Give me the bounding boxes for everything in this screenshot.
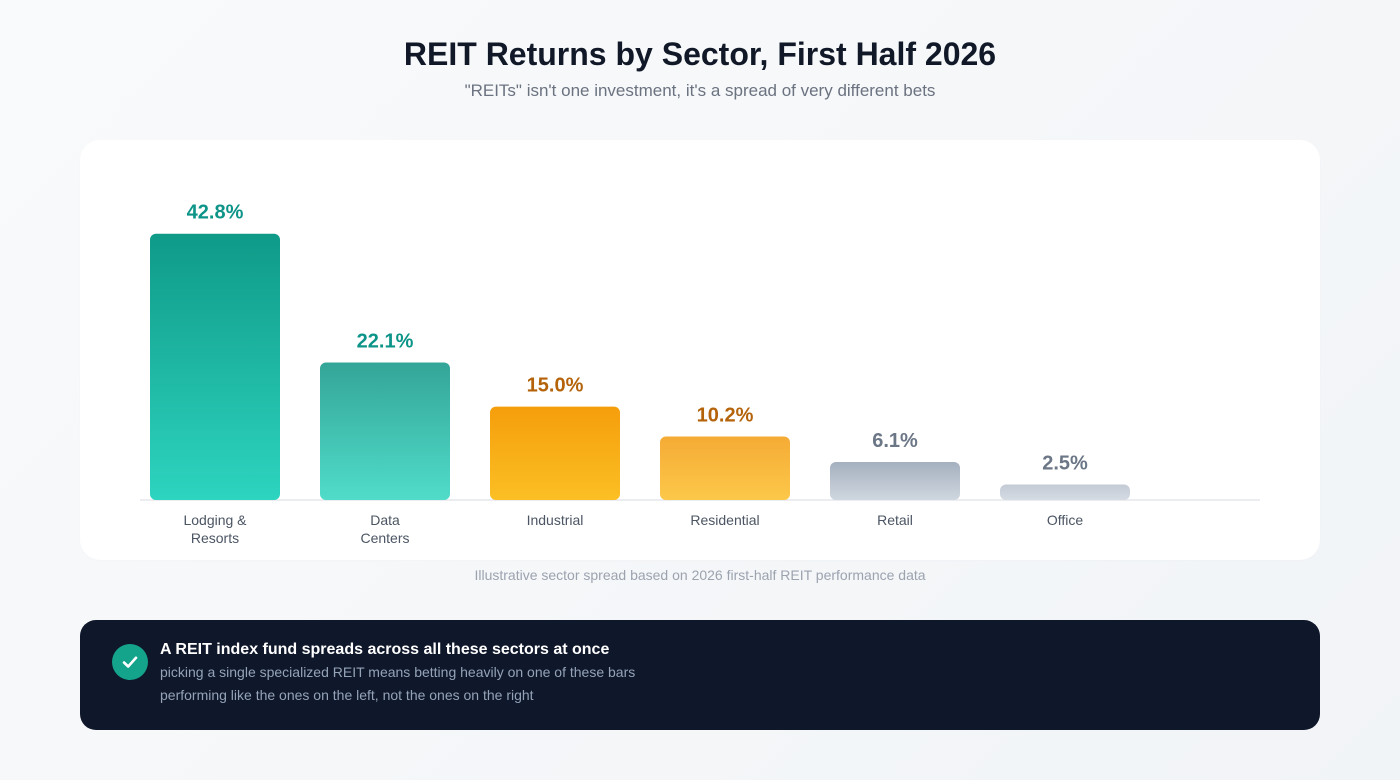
value-label-2: 15.0% — [527, 375, 584, 397]
callout-title: A REIT index fund spreads across all the… — [160, 641, 610, 658]
bar-1 — [320, 362, 450, 500]
category-label-2: Industrial — [527, 512, 584, 528]
value-label-3: 10.2% — [697, 405, 754, 427]
callout-banner: A REIT index fund spreads across all the… — [80, 620, 1320, 730]
chart-caption: Illustrative sector spread based on 2026… — [474, 567, 926, 583]
check-icon — [112, 644, 148, 680]
category-label-4: Retail — [877, 512, 913, 528]
value-label-4: 6.1% — [872, 430, 918, 452]
value-label-1: 22.1% — [357, 330, 414, 352]
callout-line-2: performing like the ones on the left, no… — [160, 687, 534, 703]
category-label-5: Office — [1047, 512, 1084, 528]
bar-0 — [150, 233, 280, 500]
bar-chart: 42.8% Lodging & Resorts 22.1% Data Centers 15.… — [140, 202, 1260, 546]
value-label-0: 42.8% — [187, 202, 244, 224]
category-label-0: Lodging & Resorts — [183, 512, 247, 546]
callout-line-1: picking a single specialized REIT means … — [160, 664, 636, 680]
category-label-1: Data Centers — [360, 512, 409, 546]
page-title: REIT Returns by Sector, First Half 2026 — [403, 36, 997, 72]
category-label-3: Residential — [690, 512, 759, 528]
chart-card: 42.8% Lodging & Resorts 22.1% Data Centers 15.… — [80, 140, 1320, 560]
bar-4 — [830, 462, 960, 500]
page-subtitle: "REITs" isn't one investment, it's a spr… — [464, 81, 936, 100]
bar-2 — [490, 406, 620, 500]
bar-5 — [1000, 484, 1130, 500]
bar-3 — [660, 436, 790, 500]
value-label-5: 2.5% — [1042, 452, 1088, 474]
